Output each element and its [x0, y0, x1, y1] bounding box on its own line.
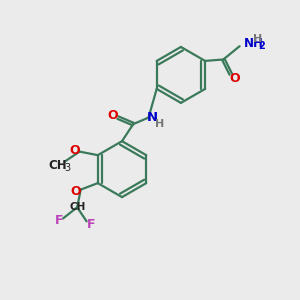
Text: O: O	[229, 72, 240, 85]
Text: F: F	[86, 218, 95, 231]
Text: 2: 2	[258, 40, 265, 51]
Text: O: O	[69, 144, 80, 157]
Text: CH: CH	[69, 202, 85, 212]
Text: O: O	[107, 109, 118, 122]
Text: H: H	[155, 119, 164, 129]
Text: 3: 3	[65, 164, 71, 173]
Text: H: H	[253, 34, 262, 44]
Text: O: O	[70, 184, 81, 198]
Text: NH: NH	[244, 38, 264, 50]
Text: F: F	[55, 214, 63, 227]
Text: N: N	[147, 111, 158, 124]
Text: CH: CH	[48, 159, 67, 172]
